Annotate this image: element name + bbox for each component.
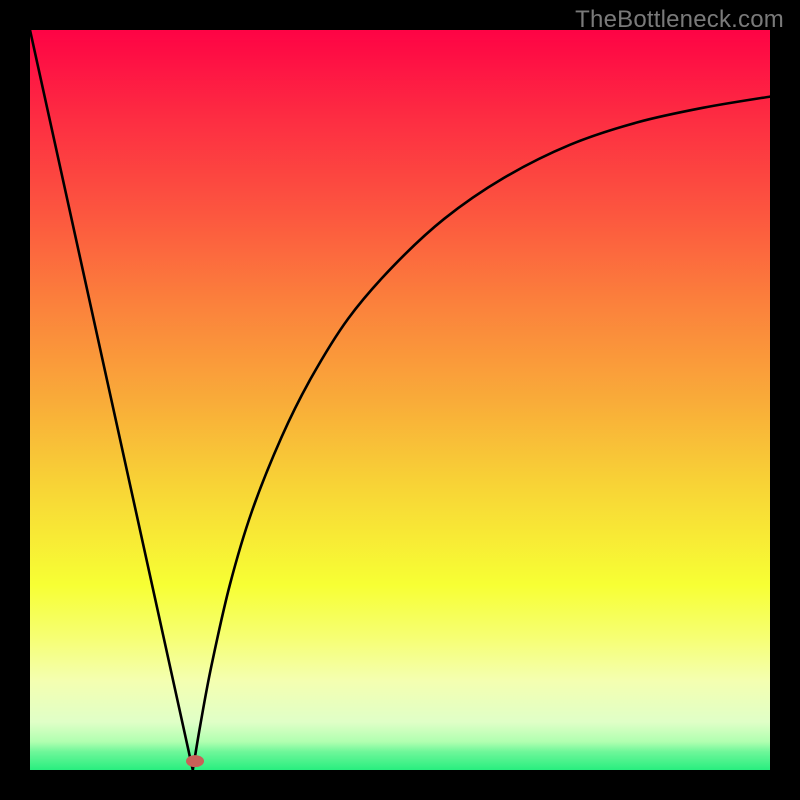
chart-stage: TheBottleneck.com — [0, 0, 800, 800]
chart-plot-area — [30, 30, 770, 770]
watermark-text: TheBottleneck.com — [575, 6, 784, 34]
bottleneck-chart — [0, 0, 800, 800]
optimal-point-marker — [186, 755, 204, 767]
